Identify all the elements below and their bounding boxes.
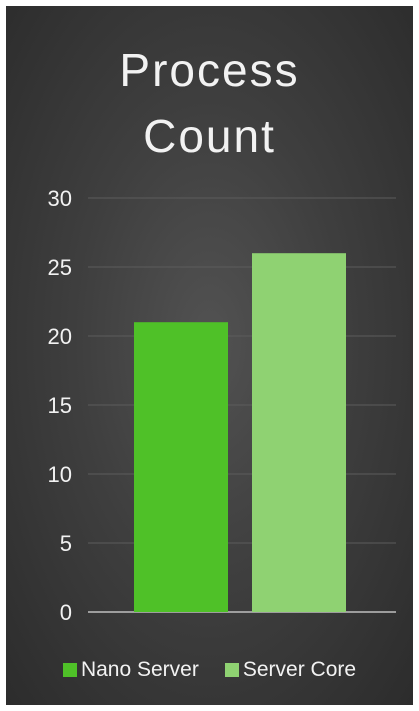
chart-area: Process Count 0 5 10 15 20 25 30 Nano Server S… xyxy=(6,6,413,705)
legend-label-nano-server: Nano Server xyxy=(80,658,199,681)
plot-area: 0 5 10 15 20 25 30 xyxy=(48,186,396,625)
legend-swatch-server-core xyxy=(224,663,239,677)
y-tick-label: 25 xyxy=(48,255,72,280)
chart-title-line-1: Process xyxy=(119,44,300,96)
bar-server-core xyxy=(252,253,346,612)
legend-item-nano-server: Nano Server xyxy=(62,658,199,682)
legend-item-server-core: Server Core xyxy=(224,658,357,682)
y-tick-label: 15 xyxy=(48,393,72,418)
y-tick-label: 20 xyxy=(48,324,72,349)
y-tick-label: 30 xyxy=(48,186,72,211)
y-tick-label: 0 xyxy=(60,600,72,625)
legend: Nano Server Server Core xyxy=(6,658,413,682)
chart-title-line-2: Count xyxy=(143,110,276,162)
legend-label-server-core: Server Core xyxy=(242,658,357,681)
y-tick-label: 10 xyxy=(48,462,72,487)
legend-swatch-nano-server xyxy=(62,663,77,677)
y-tick-label: 5 xyxy=(60,531,72,556)
bar-nano-server xyxy=(134,322,228,612)
